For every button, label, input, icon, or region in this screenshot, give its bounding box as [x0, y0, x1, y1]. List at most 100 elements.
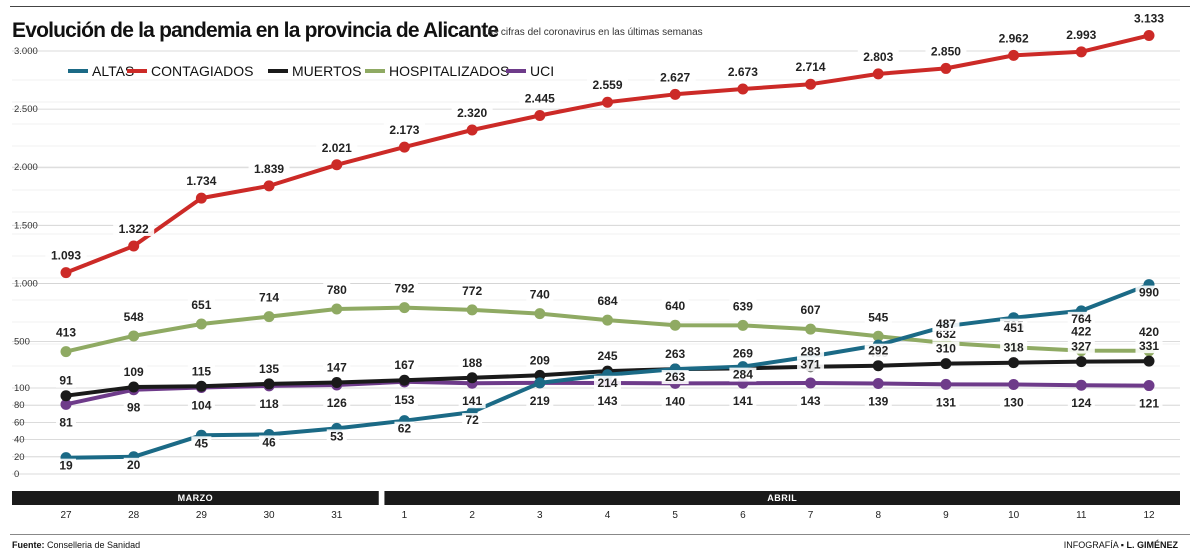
data-label-bg — [123, 457, 144, 472]
data-label: 422 — [1071, 325, 1091, 339]
data-label: 639 — [733, 299, 753, 313]
data-point — [1075, 356, 1087, 368]
data-label-bg — [187, 297, 215, 312]
data-label-bg — [729, 394, 757, 409]
data-label: 310 — [936, 342, 956, 356]
y-tick-label: 1.000 — [14, 278, 38, 289]
data-point — [398, 374, 410, 386]
data-label: 46 — [262, 435, 276, 449]
data-label: 62 — [398, 422, 412, 436]
data-label-bg — [661, 370, 689, 385]
data-label-bg — [729, 299, 757, 314]
data-label-bg — [394, 421, 415, 436]
data-label-bg — [729, 346, 757, 361]
data-label-bg — [797, 344, 825, 359]
data-label: 2.627 — [660, 70, 690, 84]
data-label-bg — [1128, 11, 1170, 26]
data-label-bg — [661, 299, 689, 314]
data-point — [805, 377, 817, 389]
data-label-bg — [925, 44, 967, 59]
data-label-bg — [45, 248, 87, 263]
data-label: 318 — [1004, 341, 1024, 355]
data-label-bg — [56, 458, 76, 473]
data-label: 740 — [530, 288, 550, 302]
data-label-bg — [113, 221, 155, 236]
data-label-bg — [1000, 340, 1028, 355]
y-tick-label: 60 — [14, 417, 25, 428]
source-label: Fuente: — [12, 540, 45, 550]
data-label: 245 — [597, 349, 617, 363]
data-label-bg — [259, 435, 280, 450]
data-point — [128, 330, 140, 342]
data-label-bg — [857, 49, 899, 64]
data-label: 2.320 — [457, 106, 487, 120]
data-label-bg — [123, 400, 144, 415]
data-label-bg — [1067, 311, 1095, 326]
data-point — [466, 124, 478, 136]
month-bar — [12, 491, 379, 505]
data-label-bg — [1135, 285, 1163, 300]
data-label: 2.173 — [389, 123, 419, 137]
data-label: 104 — [191, 399, 211, 413]
data-point — [60, 267, 72, 279]
data-point — [669, 319, 681, 331]
chart-subtitle: Las cifras del coronavirus en las última… — [482, 27, 703, 38]
chart-title: Evolución de la pandemia en la provincia… — [12, 19, 499, 42]
data-point — [60, 390, 72, 402]
data-label: 143 — [597, 394, 617, 408]
data-label-bg — [722, 64, 764, 79]
data-label-bg — [255, 290, 283, 305]
y-tick-label: 3.000 — [14, 46, 38, 57]
grid-lines — [12, 50, 1180, 475]
data-label: 2.559 — [592, 78, 622, 92]
data-label: 451 — [1004, 321, 1024, 335]
data-label: 371 — [801, 358, 821, 372]
data-label-bg — [864, 310, 892, 325]
legend-label: UCI — [530, 63, 554, 79]
data-label: 284 — [733, 368, 753, 382]
month-label: MARZO — [178, 493, 214, 503]
data-point — [60, 346, 72, 358]
data-point — [331, 303, 343, 315]
data-label-bg — [1067, 324, 1095, 339]
data-label: 2.993 — [1066, 28, 1096, 42]
x-tick-label: 10 — [1008, 510, 1020, 521]
data-point — [128, 240, 140, 252]
data-label: 124 — [1071, 396, 1091, 410]
data-point — [1143, 30, 1155, 42]
data-label: 141 — [462, 394, 482, 408]
data-label: 545 — [868, 310, 888, 324]
data-label-bg — [594, 394, 621, 409]
data-label-bg — [661, 347, 689, 362]
data-point — [534, 369, 546, 381]
data-label-bg — [1067, 396, 1095, 411]
data-point — [195, 318, 207, 330]
month-bar — [384, 491, 1180, 505]
data-point — [466, 372, 478, 384]
data-label: 2.673 — [728, 65, 758, 79]
data-point — [331, 159, 343, 171]
x-tick-label: 12 — [1143, 510, 1155, 521]
data-label-bg — [993, 31, 1035, 46]
source-note: Fuente: Conselleria de Sanidad — [12, 540, 140, 550]
data-point — [534, 377, 546, 389]
data-point — [1008, 379, 1020, 391]
data-label: 109 — [124, 365, 144, 379]
data-point — [60, 398, 72, 410]
data-point — [1075, 379, 1087, 391]
data-label: 413 — [56, 326, 76, 340]
data-label-bg — [1135, 324, 1163, 339]
data-label: 126 — [327, 396, 347, 410]
data-label: 1.839 — [254, 162, 284, 176]
credit-note: INFOGRAFÍA ▪ L. GIMÉNEZ — [1064, 540, 1178, 550]
data-label-bg — [1060, 27, 1102, 42]
y-tick-label: 2.000 — [14, 162, 38, 173]
data-label: 153 — [394, 393, 414, 407]
data-point — [602, 96, 613, 108]
data-label-bg — [1000, 395, 1028, 410]
data-label: 131 — [936, 395, 956, 409]
data-label: 487 — [936, 317, 956, 331]
data-point — [872, 330, 884, 342]
data-point — [602, 314, 613, 326]
data-point — [940, 358, 952, 370]
